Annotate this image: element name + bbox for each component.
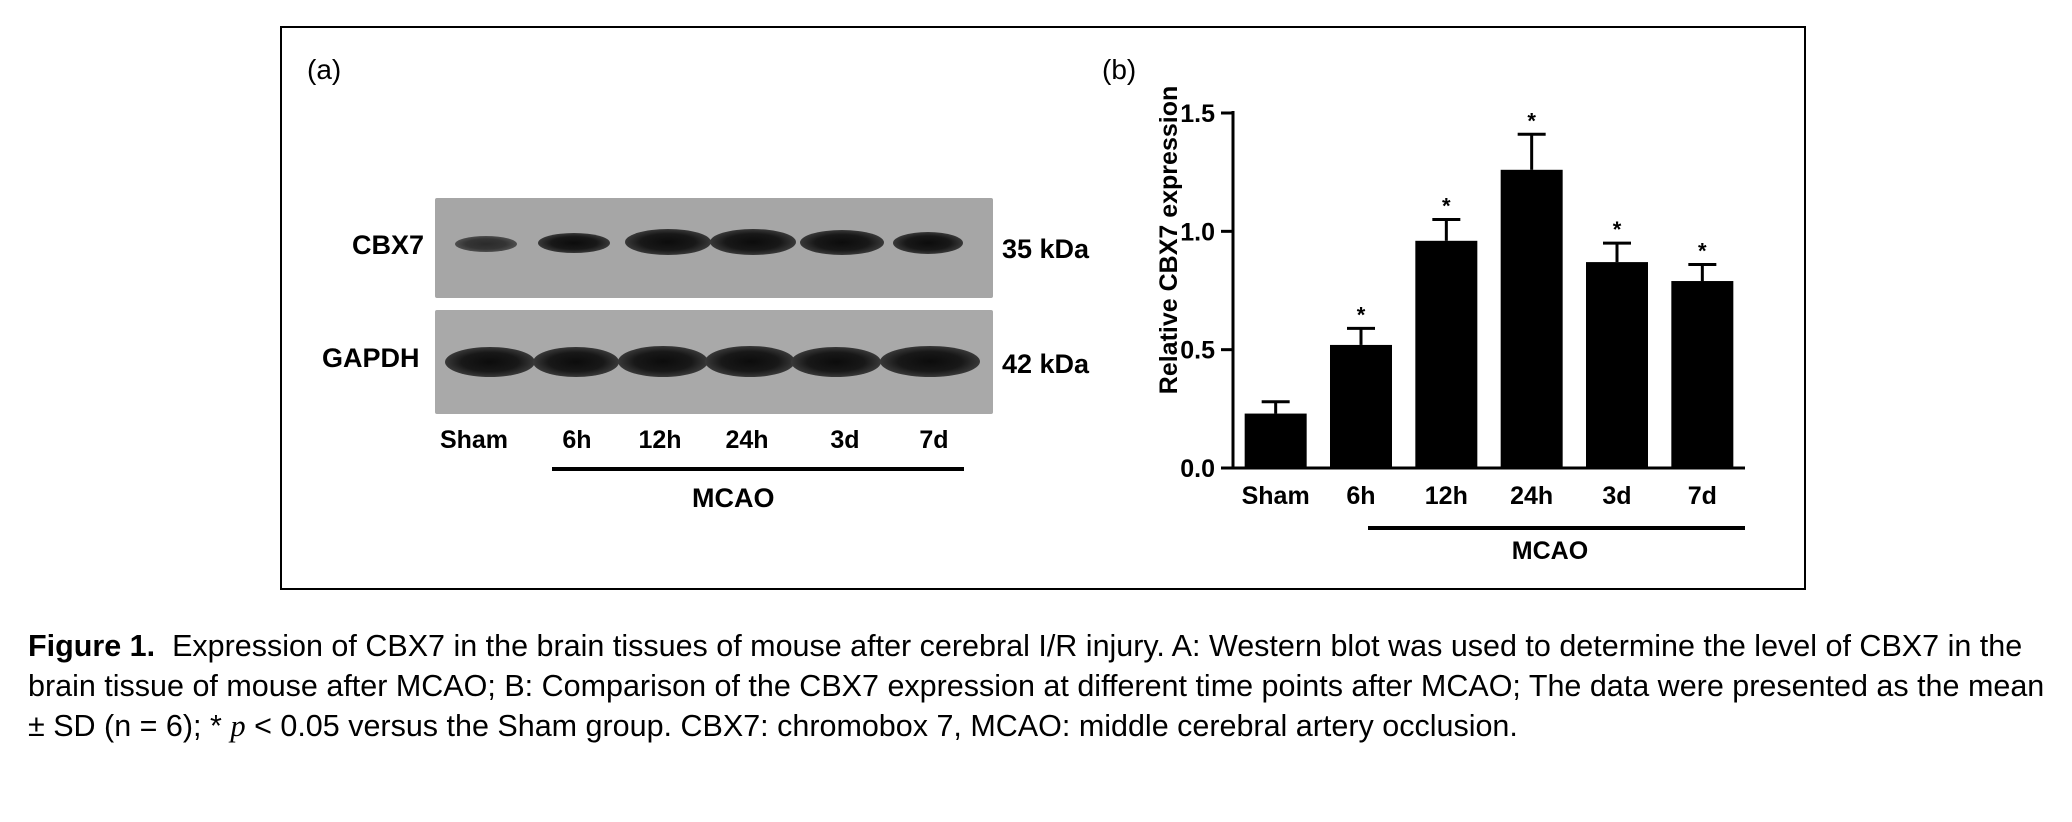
caption-p-symbol: p [230,709,246,743]
gapdh-band [533,347,619,377]
y-tick-label: 0.5 [1180,337,1215,365]
significance-marker: * [1527,108,1536,133]
gapdh-band [880,346,980,377]
bar [1330,344,1392,468]
x-tick-label: 3d [1602,482,1631,510]
gapdh-size-label: 42 kDa [1002,349,1090,379]
significance-marker: * [1442,194,1451,219]
lane-label-3d: 3d [830,426,860,454]
gapdh-row-label: GAPDH [322,343,420,373]
caption-text-end: < 0.05 versus the Sham group. CBX7: chro… [245,709,1518,743]
cbx7-band [455,236,517,252]
y-tick-label: 0.0 [1180,455,1215,483]
panel-a-label: (a) [307,54,342,85]
bar [1586,262,1648,468]
lane-label-7d: 7d [919,426,949,454]
bar [1244,413,1307,468]
lane-label-12h: 12h [638,426,682,454]
cbx7-band [800,230,884,255]
lane-label-sham: Sham [439,426,509,454]
x-tick-label: 7d [1688,482,1717,510]
bar-chart: Relative CBX7 expression 0.0 0.5 1.0 1.5 Sha… [1155,86,1745,565]
y-axis-title: Relative CBX7 expression [1155,86,1183,394]
significance-marker: * [1698,238,1707,263]
bar [1415,240,1478,468]
gapdh-band [618,346,708,377]
bar [1500,169,1563,469]
significance-marker: * [1613,217,1622,242]
mcao-group-bar [552,467,964,471]
cbx7-band [893,232,963,254]
gapdh-band [445,347,535,377]
significance-marker: * [1357,302,1366,327]
x-tick-label: 24h [1510,482,1553,510]
x-tick-label: 12h [1425,482,1468,510]
x-tick-label: Sham [1242,482,1310,510]
cbx7-band [538,233,610,253]
cbx7-size-label: 35 kDa [1002,234,1090,264]
gapdh-blot [435,310,993,414]
mcao-group-label-b: MCAO [1512,537,1588,565]
caption-figure-label: Figure 1. [28,629,156,663]
caption-text: Expression of CBX7 in the brain tissues … [28,629,2045,743]
gapdh-band [791,347,881,377]
lane-label-24h: 24h [725,426,769,454]
figure-caption: Figure 1. Expression of CBX7 in the brai… [28,626,2054,746]
cbx7-blot [435,198,993,298]
cbx7-row-label: CBX7 [352,230,425,260]
y-tick-label: 1.0 [1180,218,1215,246]
bar [1671,281,1734,468]
mcao-group-label: MCAO [692,483,775,513]
x-tick-label: 6h [1346,482,1375,510]
lane-label-6h: 6h [562,426,592,454]
y-tick-label: 1.5 [1180,100,1215,128]
cbx7-band [710,229,796,255]
panel-b-label: (b) [1102,54,1137,85]
cbx7-band [625,229,711,255]
gapdh-band [705,346,795,377]
